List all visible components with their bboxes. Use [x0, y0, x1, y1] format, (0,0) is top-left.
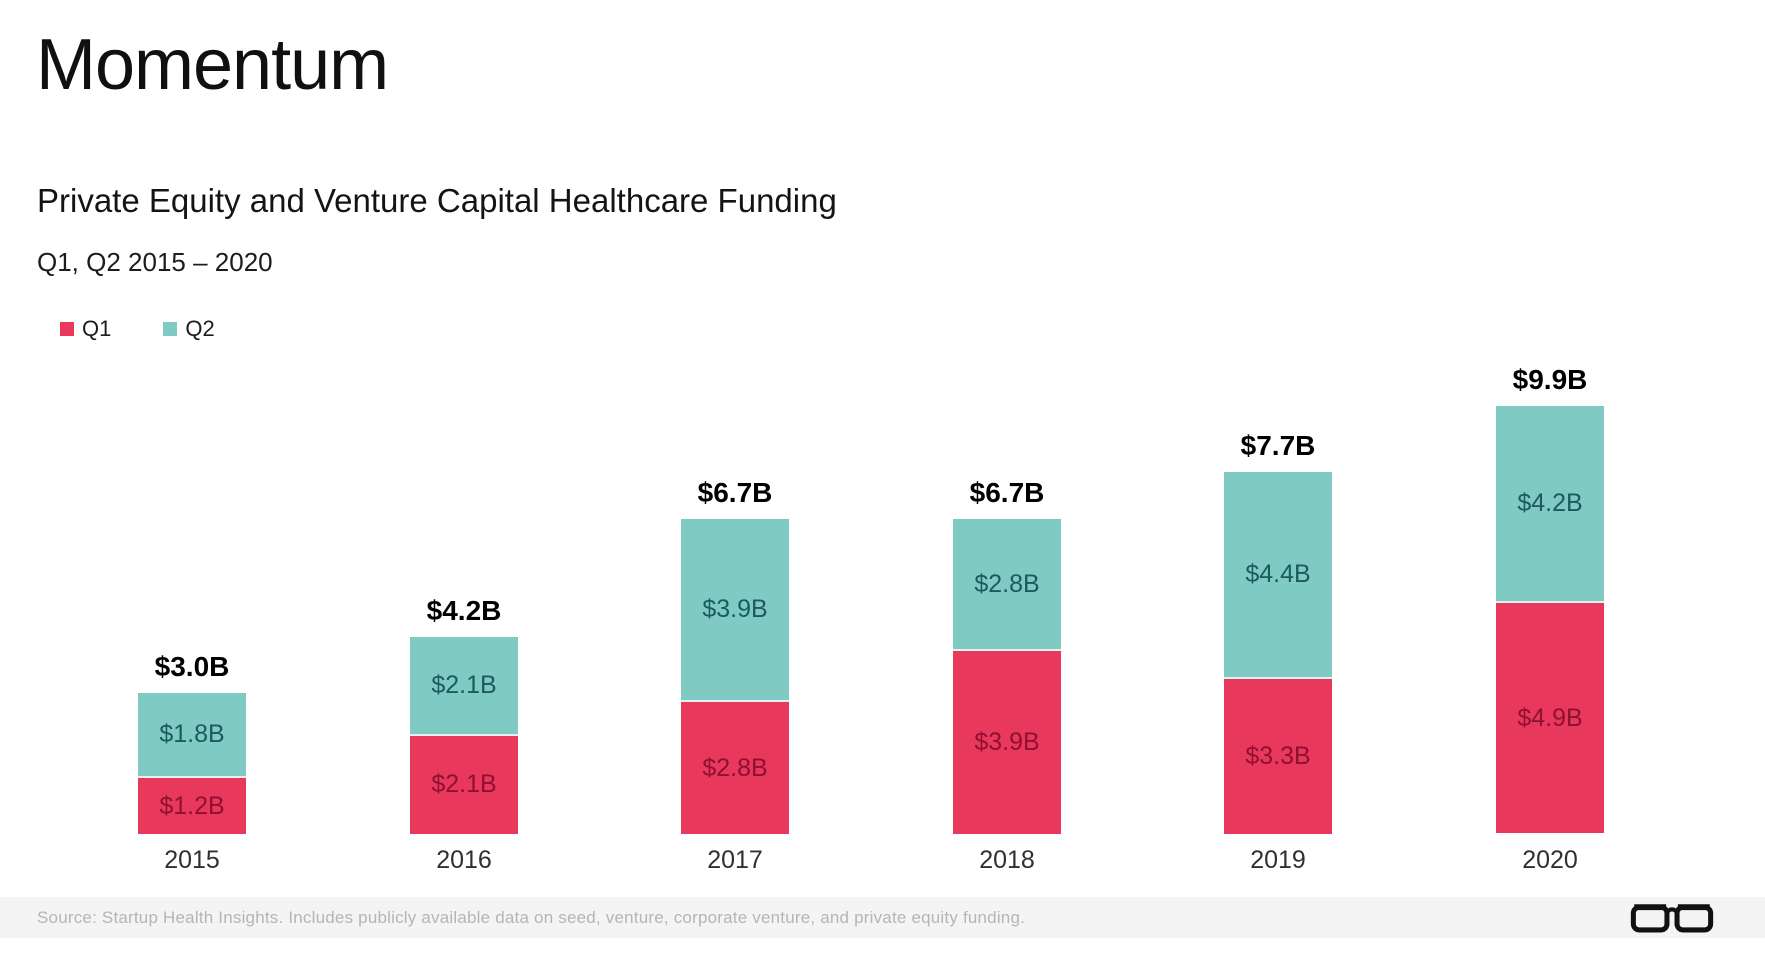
segment-value-label: $1.2B — [159, 791, 225, 820]
segment-value-label: $2.1B — [431, 770, 497, 799]
chart-title: Private Equity and Venture Capital Healt… — [37, 182, 837, 219]
legend-item-q2: Q2 — [163, 316, 215, 342]
legend-label: Q2 — [185, 316, 215, 341]
segment-value-label: $4.9B — [1517, 703, 1583, 732]
x-axis-label-2020: 2020 — [1522, 846, 1578, 874]
footer-band — [0, 897, 1765, 938]
legend-item-q1: Q1 — [60, 316, 111, 342]
source-note: Source: Startup Health Insights. Include… — [37, 908, 1026, 927]
bar-total-label: $6.7B — [969, 477, 1045, 508]
bar-total-label: $9.9B — [1512, 364, 1588, 395]
segment-value-label: $3.3B — [1245, 742, 1311, 770]
bar-group-2015: $3.0B $1.8B $1.2B 2015 — [138, 651, 246, 874]
x-axis-label-2016: 2016 — [436, 846, 492, 874]
bar-segment-q1-2017: $2.8B — [681, 702, 789, 834]
chart-period-subtitle: Q1, Q2 2015 – 2020 — [37, 247, 273, 277]
x-axis-label-2015: 2015 — [164, 846, 220, 874]
segment-value-label: $3.9B — [702, 595, 768, 623]
bar-segment-q2-2017: $3.9B — [681, 519, 789, 702]
bar-segment-q2-2015: $1.8B — [138, 693, 246, 778]
legend-label: Q1 — [82, 316, 112, 341]
segment-value-label: $2.8B — [974, 569, 1040, 598]
bar-segment-q1-2018: $3.9B — [953, 651, 1061, 834]
bar-group-2019: $7.7B $4.4B $3.3B 2019 — [1224, 430, 1332, 874]
segment-value-label: $3.9B — [974, 728, 1040, 756]
x-axis-label-2017: 2017 — [707, 846, 763, 874]
bar-segment-q2-2016: $2.1B — [410, 637, 518, 736]
bar-group-2020: $9.9B $4.2B $4.9B 2020 — [1496, 364, 1604, 874]
legend-swatch-icon — [163, 322, 178, 336]
bar-segment-q2-2018: $2.8B — [953, 519, 1061, 651]
bar-group-2017: $6.7B $3.9B $2.8B 2017 — [681, 477, 789, 874]
bar-segment-q1-2020: $4.9B — [1496, 603, 1604, 833]
bar-total-label: $6.7B — [697, 477, 773, 508]
segment-value-label: $1.8B — [159, 720, 225, 748]
bar-total-label: $3.0B — [154, 651, 230, 682]
chart-legend: Q1 Q2 — [60, 316, 215, 342]
x-axis-label-2018: 2018 — [979, 846, 1035, 874]
glasses-icon — [1630, 904, 1714, 933]
segment-value-label: $4.2B — [1517, 489, 1583, 517]
bar-segment-q1-2016: $2.1B — [410, 735, 518, 834]
segment-value-label: $4.4B — [1245, 560, 1311, 588]
bar-segment-q1-2015: $1.2B — [138, 778, 246, 834]
bar-total-label: $4.2B — [426, 595, 502, 626]
bar-segment-q2-2020: $4.2B — [1496, 406, 1604, 603]
bar-group-2016: $4.2B $2.1B $2.1B 2016 — [410, 595, 518, 874]
bar-total-label: $7.7B — [1240, 430, 1316, 461]
page-title: Momentum — [36, 25, 389, 105]
segment-value-label: $2.8B — [702, 753, 768, 782]
bar-segment-q2-2019: $4.4B — [1224, 472, 1332, 679]
bar-group-2018: $6.7B $2.8B $3.9B 2018 — [953, 477, 1061, 874]
segment-value-label: $2.1B — [431, 670, 497, 699]
legend-swatch-icon — [60, 322, 74, 336]
x-axis-label-2019: 2019 — [1250, 846, 1306, 874]
bar-segment-q1-2019: $3.3B — [1224, 679, 1332, 834]
